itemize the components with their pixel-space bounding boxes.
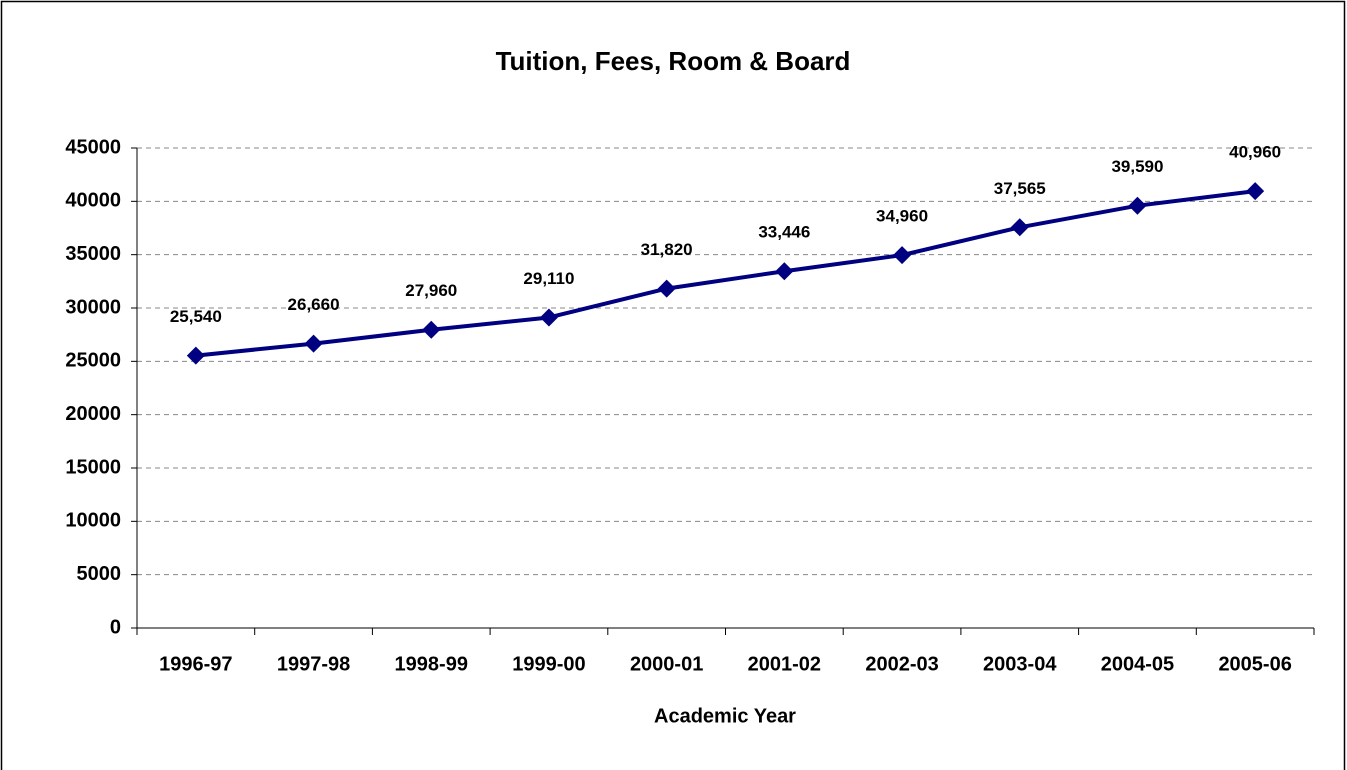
data-label: 33,446 [758, 223, 810, 242]
data-marker [539, 308, 558, 327]
data-marker [1128, 196, 1147, 215]
data-label: 40,960 [1229, 143, 1281, 162]
data-marker [186, 346, 205, 365]
y-tick-label: 40000 [65, 190, 121, 212]
data-marker [1246, 182, 1265, 201]
data-marker [775, 262, 794, 281]
data-marker [304, 334, 323, 353]
y-tick-label: 5000 [77, 563, 122, 585]
data-marker [657, 279, 676, 298]
data-marker [893, 246, 912, 265]
data-label: 26,660 [288, 295, 340, 314]
data-label: 29,110 [523, 269, 574, 288]
chart-title: Tuition, Fees, Room & Board [496, 46, 851, 76]
x-tick-label: 1997-98 [277, 653, 350, 675]
y-tick-label: 45000 [65, 136, 121, 158]
data-label: 34,960 [876, 207, 928, 226]
y-tick-label: 10000 [65, 510, 121, 532]
x-tick-label: 2004-05 [1101, 653, 1174, 675]
data-label: 39,590 [1111, 157, 1163, 176]
x-tick-label: 1996-97 [159, 653, 232, 675]
y-tick-label: 20000 [65, 403, 121, 425]
x-tick-label: 2003-04 [983, 653, 1057, 675]
x-tick-label: 2000-01 [630, 653, 703, 675]
y-tick-label: 0 [110, 616, 121, 638]
y-tick-label: 15000 [65, 456, 121, 478]
x-tick-label: 2002-03 [865, 653, 938, 675]
y-tick-label: 30000 [65, 296, 121, 318]
data-label: 31,820 [641, 240, 693, 259]
data-label: 37,565 [994, 179, 1046, 198]
data-label: 27,960 [405, 281, 457, 300]
data-line [195, 189, 1256, 358]
y-tick-label: 25000 [65, 350, 121, 372]
x-tick-label: 1999-00 [512, 653, 585, 675]
x-tick-label: 1998-99 [395, 653, 468, 675]
data-marker [422, 320, 441, 339]
data-marker [1010, 218, 1029, 237]
x-axis-title: Academic Year [654, 705, 796, 727]
y-tick-label: 35000 [65, 243, 121, 265]
x-tick-label: 2001-02 [748, 653, 821, 675]
data-label: 25,540 [170, 307, 222, 326]
x-tick-label: 2005-06 [1218, 653, 1291, 675]
